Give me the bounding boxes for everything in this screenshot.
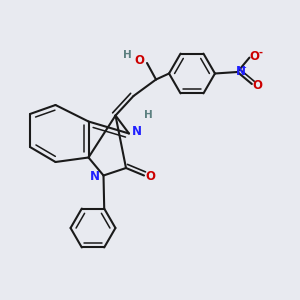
Text: +: +	[241, 65, 246, 71]
Text: O: O	[146, 170, 156, 184]
Text: H: H	[144, 110, 153, 121]
Text: O: O	[134, 53, 145, 67]
Text: O: O	[252, 79, 262, 92]
Text: -: -	[259, 48, 262, 58]
Text: N: N	[131, 124, 142, 138]
Text: N: N	[89, 170, 100, 184]
Text: H: H	[123, 50, 132, 61]
Text: O: O	[250, 50, 260, 63]
Text: N: N	[236, 64, 245, 78]
